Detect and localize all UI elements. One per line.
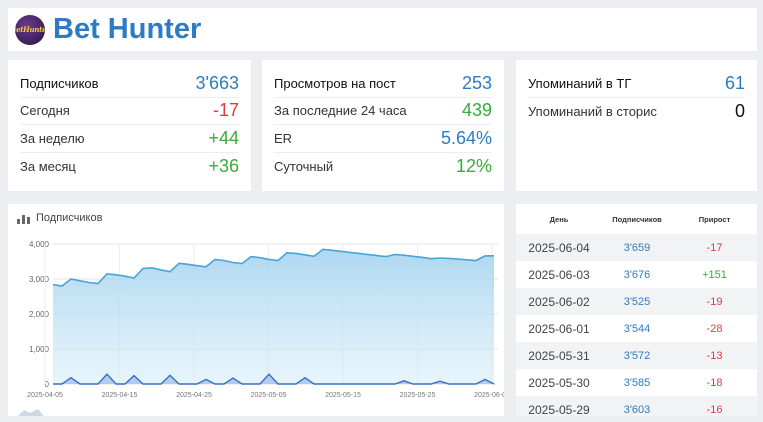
y-tick-label: 4,000 bbox=[29, 240, 50, 249]
stat-label: Подписчиков bbox=[20, 75, 99, 91]
col-day: День bbox=[549, 214, 569, 224]
stat-value: 0 bbox=[734, 100, 745, 121]
col-subs: Подписчиков bbox=[612, 214, 662, 224]
stat-value: +44 bbox=[208, 127, 239, 148]
cell-delta: -28 bbox=[706, 322, 723, 335]
subscribers-chart: Подписчиков 4,000 3,000 2,000 1,000 0 2025-04… bbox=[8, 204, 504, 416]
table-row[interactable]: 2025-05-30 3'585 -18 bbox=[516, 369, 757, 396]
mentions-card: Упоминаний в ТГ 61 Упоминаний в сторис 0 bbox=[516, 60, 757, 191]
x-tick-label: 2025-04-15 bbox=[102, 392, 138, 399]
cell-day: 2025-05-30 bbox=[528, 375, 590, 390]
stat-label: Сегодня bbox=[20, 103, 70, 119]
table-body: 2025-06-04 3'659 -17 2025-06-03 3'676 +151 202… bbox=[516, 234, 757, 416]
stat-row: За месяц +36 bbox=[20, 153, 239, 181]
subscribers-area bbox=[53, 249, 494, 384]
stat-value: 12% bbox=[455, 155, 492, 176]
stat-value: 3'663 bbox=[195, 72, 239, 93]
stat-value: 253 bbox=[461, 72, 492, 93]
y-tick-label: 1,000 bbox=[29, 345, 50, 354]
stat-label: Упоминаний в сторис bbox=[528, 103, 657, 119]
cell-delta: -16 bbox=[706, 403, 723, 416]
cell-delta: -19 bbox=[706, 295, 723, 308]
stat-row: За последние 24 часа 439 bbox=[274, 98, 492, 125]
cell-day: 2025-05-29 bbox=[528, 402, 590, 417]
stat-row: Суточный 12% bbox=[274, 153, 492, 181]
stat-row: Подписчиков 3'663 bbox=[20, 70, 239, 98]
cell-subs: 3'659 bbox=[623, 241, 651, 254]
table-row[interactable]: 2025-06-04 3'659 -17 bbox=[516, 234, 757, 261]
stat-value: +36 bbox=[208, 155, 239, 176]
table-header: День Подписчиков Прирост bbox=[516, 204, 757, 234]
cell-delta: -17 bbox=[706, 241, 723, 254]
cell-delta: -13 bbox=[706, 349, 723, 362]
subscribers-card: Подписчиков 3'663 Сегодня -17 За неделю +44 За… bbox=[8, 60, 251, 191]
stat-label: За месяц bbox=[20, 158, 76, 174]
stat-label: ER bbox=[274, 130, 293, 146]
table-row[interactable]: 2025-06-01 3'544 -28 bbox=[516, 315, 757, 342]
stat-row: ER 5.64% bbox=[274, 125, 492, 153]
stat-label: Суточный bbox=[274, 158, 334, 174]
cell-delta: +151 bbox=[702, 268, 727, 281]
x-tick-label: 2025-04-05 bbox=[27, 392, 63, 399]
navigator-icon bbox=[18, 409, 44, 416]
growth-line bbox=[53, 373, 495, 385]
chart-plot[interactable]: 4,000 3,000 2,000 1,000 0 2025-04-05 2025-04-1… bbox=[8, 230, 504, 416]
cell-delta: -18 bbox=[706, 376, 723, 389]
cell-day: 2025-06-01 bbox=[528, 321, 590, 336]
stat-label: За последние 24 часа bbox=[274, 103, 407, 119]
stat-label: Просмотров на пост bbox=[274, 75, 396, 91]
table-row[interactable]: 2025-05-31 3'572 -13 bbox=[516, 342, 757, 369]
views-card: Просмотров на пост 253 За последние 24 час… bbox=[262, 60, 504, 191]
stat-label: Упоминаний в ТГ bbox=[528, 75, 632, 91]
col-delta: Прирост bbox=[698, 214, 731, 224]
stat-value: 5.64% bbox=[440, 127, 492, 148]
subscribers-line bbox=[52, 248, 495, 287]
stat-value: 439 bbox=[461, 100, 492, 121]
stat-value: 61 bbox=[724, 72, 745, 93]
cell-subs: 3'676 bbox=[623, 268, 651, 281]
channel-title[interactable]: Bet Hunter bbox=[53, 13, 202, 45]
table-row[interactable]: 2025-05-29 3'603 -16 bbox=[516, 396, 757, 416]
cell-subs: 3'603 bbox=[623, 403, 651, 416]
table-row[interactable]: 2025-06-03 3'676 +151 bbox=[516, 261, 757, 288]
cell-subs: 3'572 bbox=[623, 349, 651, 362]
bar-chart-icon bbox=[17, 214, 30, 224]
stat-row: Упоминаний в ТГ 61 bbox=[528, 70, 745, 98]
stat-row: Упоминаний в сторис 0 bbox=[528, 98, 745, 126]
stat-row: За неделю +44 bbox=[20, 125, 239, 153]
y-tick-label: 0 bbox=[45, 380, 50, 389]
chart-title: Подписчиков bbox=[17, 212, 102, 224]
y-tick-label: 3,000 bbox=[29, 275, 50, 284]
cell-day: 2025-06-03 bbox=[528, 267, 590, 282]
cell-day: 2025-05-31 bbox=[528, 348, 590, 363]
cell-subs: 3'525 bbox=[623, 295, 651, 308]
stat-value: -17 bbox=[212, 100, 239, 121]
y-tick-label: 2,000 bbox=[29, 310, 50, 319]
stat-label: За неделю bbox=[20, 130, 85, 146]
x-tick-label: 2025-05-25 bbox=[400, 392, 436, 399]
cell-subs: 3'585 bbox=[623, 376, 651, 389]
cell-day: 2025-06-02 bbox=[528, 294, 590, 309]
stat-row: Просмотров на пост 253 bbox=[274, 70, 492, 98]
cell-subs: 3'544 bbox=[623, 322, 651, 335]
stat-row: Сегодня -17 bbox=[20, 98, 239, 125]
x-tick-label: 2025-05-05 bbox=[251, 392, 287, 399]
chart-title-label: Подписчиков bbox=[36, 212, 103, 224]
x-tick-label: 2025-05-15 bbox=[325, 392, 361, 399]
daily-table: День Подписчиков Прирост 2025-06-04 3'659… bbox=[516, 204, 757, 416]
cell-day: 2025-06-04 bbox=[528, 240, 590, 255]
table-row[interactable]: 2025-06-02 3'525 -19 bbox=[516, 288, 757, 315]
x-tick-label: 2025-06-04 bbox=[474, 392, 504, 399]
x-tick-label: 2025-04-25 bbox=[176, 392, 212, 399]
